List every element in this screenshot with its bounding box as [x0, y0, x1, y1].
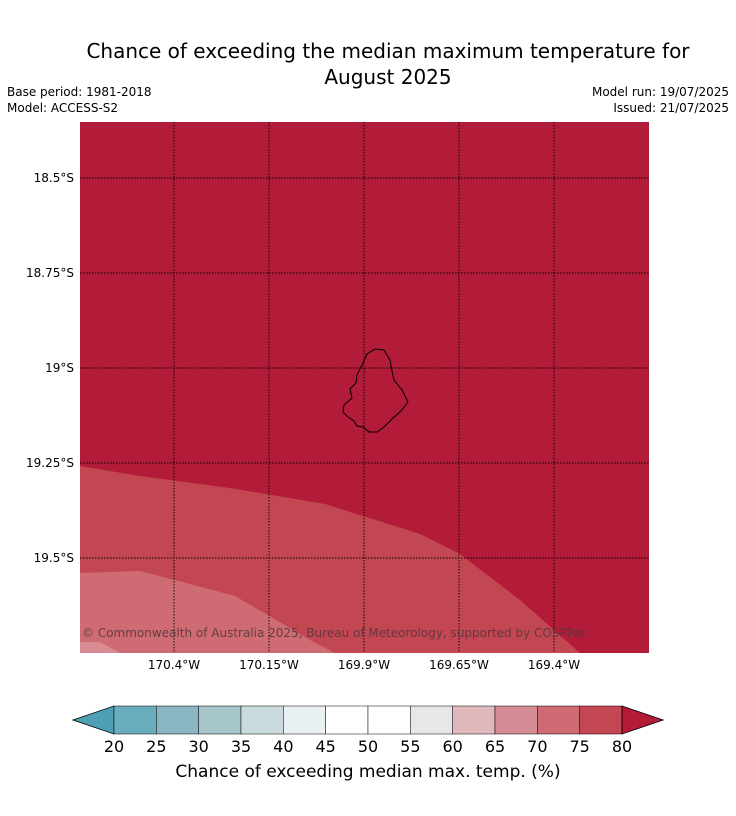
longitude-label: 170.15°W [239, 658, 299, 672]
map-svg [80, 122, 649, 653]
colorbar-cell [494, 705, 538, 735]
colorbar-tick-label: 75 [569, 737, 590, 756]
meta-left: Base period: 1981-2018 Model: ACCESS-S2 [7, 84, 152, 116]
title-line-2: August 2025 [324, 65, 452, 89]
latitude-label: 19.25°S [26, 456, 74, 470]
longitude-label: 169.9°W [337, 658, 391, 672]
colorbar-cell [452, 705, 496, 735]
latitude-label: 19°S [45, 361, 74, 375]
map-title: Chance of exceeding the median maximum t… [0, 38, 736, 90]
longitude-label: 170.4°W [147, 658, 201, 672]
island-coastline [342, 348, 409, 433]
model-run-text: Model run: 19/07/2025 [591, 85, 729, 99]
colorbar-tick-label: 35 [230, 737, 252, 756]
graticule [80, 122, 649, 653]
colorbar-under-arrow [71, 705, 115, 735]
colorbar-tick-label: 40 [273, 737, 294, 756]
latitude-label: 19.5°S [33, 551, 74, 565]
colorbar-tick-label: 60 [442, 737, 463, 756]
latitude-label: 18.75°S [26, 266, 74, 280]
colorbar-cell [113, 705, 157, 735]
base-period-text: Base period: 1981-2018 [7, 85, 152, 99]
colorbar-tick-label: 70 [527, 737, 548, 756]
colorbar-cell [156, 705, 199, 735]
copyright-notice: © Commonwealth of Australia 2025, Bureau… [82, 626, 588, 640]
model-text: Model: ACCESS-S2 [7, 101, 119, 115]
colorbar-cells [113, 705, 623, 735]
colorbar-tick-label: 50 [357, 737, 379, 756]
meta-right: Model run: 19/07/2025 Issued: 21/07/2025 [592, 84, 729, 116]
region-70-75 [80, 571, 335, 653]
colorbar-label: Chance of exceeding median max. temp. (%… [175, 762, 561, 782]
colorbar-tick-label: 65 [484, 737, 506, 756]
colorbar [71, 704, 665, 736]
colorbar-cell [283, 705, 326, 735]
longitude-label: 169.65°W [429, 658, 489, 672]
region-65-70 [80, 642, 120, 653]
title-line-1: Chance of exceeding the median maximum t… [86, 39, 690, 63]
colorbar-tick-label: 30 [188, 737, 209, 756]
colorbar-cell [198, 705, 242, 735]
colorbar-tick-label: 80 [611, 737, 633, 756]
colorbar-tick-label: 55 [400, 737, 421, 756]
issued-text: Issued: 21/07/2025 [613, 101, 729, 115]
colorbar-cell [537, 705, 580, 735]
colorbar-tick-label: 25 [146, 737, 167, 756]
map-panel [80, 122, 649, 653]
colorbar-cell [579, 705, 623, 735]
colorbar-cell [240, 705, 284, 735]
colorbar-over-arrow [621, 705, 665, 735]
colorbar-tick-label: 20 [103, 737, 125, 756]
colorbar-svg [71, 705, 665, 735]
latitude-label: 18.5°S [33, 171, 74, 185]
colorbar-cell [325, 705, 369, 735]
colorbar-tick-label: 45 [315, 737, 336, 756]
colorbar-cell [367, 705, 411, 735]
longitude-label: 169.4°W [527, 658, 581, 672]
colorbar-cell [410, 705, 453, 735]
